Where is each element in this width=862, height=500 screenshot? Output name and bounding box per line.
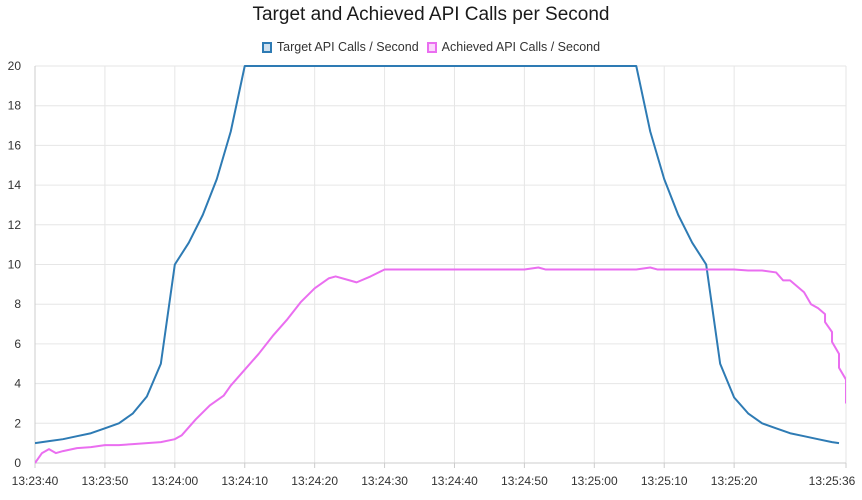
legend-label: Target API Calls / Second — [276, 40, 419, 54]
y-tick-label: 8 — [14, 297, 21, 311]
x-tick-label: 13:25:20 — [711, 474, 758, 488]
y-tick-label: 10 — [8, 258, 22, 272]
x-tick-label: 13:25:00 — [571, 474, 618, 488]
y-tick-label: 16 — [8, 138, 22, 152]
y-tick-label: 2 — [14, 416, 21, 430]
legend-item[interactable]: Target API Calls / Second — [261, 40, 419, 54]
x-tick-label: 13:24:40 — [431, 474, 478, 488]
series-line-achieved — [35, 266, 846, 464]
x-tick-label: 13:23:50 — [82, 474, 129, 488]
y-tick-label: 6 — [14, 337, 21, 351]
chart-title: Target and Achieved API Calls per Second — [252, 4, 610, 25]
x-tick-label: 13:25:36 — [809, 474, 856, 488]
legend-item[interactable]: Achieved API Calls / Second — [426, 40, 601, 54]
y-tick-label: 12 — [8, 218, 22, 232]
x-tick-label: 13:24:30 — [361, 474, 408, 488]
legend-swatch — [261, 41, 272, 53]
x-tick-label: 13:25:10 — [641, 474, 688, 488]
y-tick-label: 0 — [14, 456, 21, 470]
legend-label: Achieved API Calls / Second — [441, 40, 601, 54]
x-tick-label: 13:24:20 — [291, 474, 338, 488]
y-tick-label: 20 — [8, 59, 22, 73]
y-tick-label: 14 — [8, 178, 22, 192]
legend-swatch — [426, 41, 437, 53]
x-tick-label: 13:24:00 — [151, 474, 198, 488]
series-line-target — [35, 65, 840, 445]
x-tick-label: 13:23:40 — [12, 474, 59, 488]
x-tick-label: 13:24:50 — [501, 474, 548, 488]
y-tick-label: 4 — [14, 377, 21, 391]
chart-legend: Target API Calls / Second Achieved API Ca… — [0, 40, 862, 54]
y-tick-label: 18 — [8, 99, 22, 113]
x-tick-label: 13:24:10 — [221, 474, 268, 488]
